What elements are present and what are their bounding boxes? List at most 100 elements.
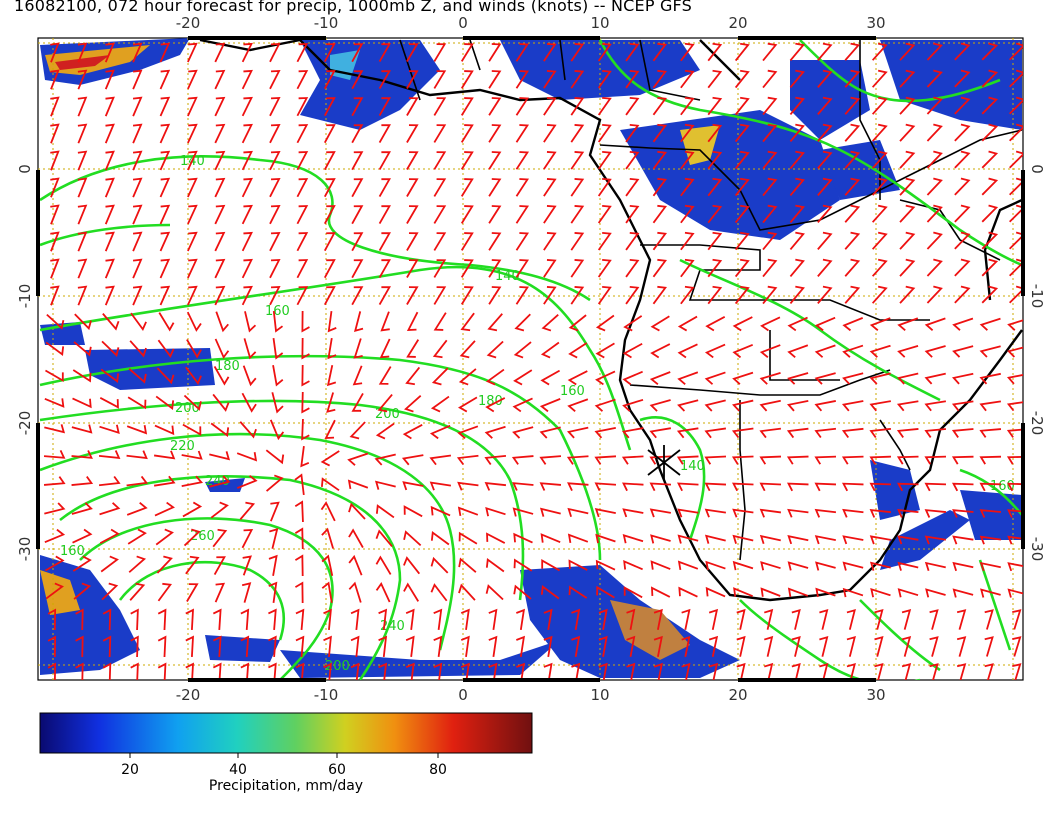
wind-barb: [652, 96, 667, 116]
wind-barb: [323, 635, 332, 658]
wind-barb: [239, 421, 257, 439]
wind-barb: [681, 662, 691, 680]
wind-barb: [819, 635, 829, 657]
wind-barb: [899, 150, 916, 169]
wind-barb: [185, 555, 200, 575]
wind-barb: [594, 455, 617, 465]
svg-text:220: 220: [170, 439, 195, 454]
wind-barb: [979, 535, 1002, 545]
wind-barb: [75, 608, 84, 631]
wind-barb: [791, 662, 801, 680]
wind-barb: [896, 428, 919, 438]
wind-barb: [568, 314, 587, 332]
wind-barb: [351, 286, 364, 306]
wind-barb: [762, 258, 778, 278]
wind-barb: [871, 42, 888, 61]
wind-barb: [159, 150, 171, 171]
wind-barb: [294, 527, 304, 550]
wind-barb: [625, 123, 640, 143]
wind-barb: [789, 231, 805, 251]
wind-barb: [433, 178, 447, 197]
wind-barb: [185, 608, 194, 631]
wind-barb: [844, 258, 861, 277]
wind-barb: [731, 427, 754, 439]
wind-barb: [844, 150, 861, 169]
wind-barb: [1006, 372, 1023, 385]
wind-barb: [98, 450, 121, 459]
wind-barb: [353, 311, 364, 332]
wind-barb: [433, 259, 447, 278]
wind-barb: [981, 69, 999, 88]
svg-text:-20: -20: [176, 14, 201, 32]
svg-text:160: 160: [990, 479, 1015, 494]
wind-barb: [213, 556, 226, 576]
colorbar-tick: 20: [121, 762, 139, 778]
wind-barb: [269, 231, 281, 252]
wind-barb: [515, 259, 530, 278]
wind-barb: [349, 421, 366, 440]
wind-barb: [952, 535, 974, 545]
wind-barb: [320, 477, 340, 492]
wind-barb: [979, 482, 1002, 492]
wind-barb: [301, 391, 310, 414]
wind-barb: [348, 554, 363, 576]
wind-barb: [187, 204, 198, 225]
wind-barb: [570, 124, 585, 143]
wind-barb: [104, 204, 115, 225]
wind-barb: [77, 204, 88, 225]
wind-barb: [99, 528, 120, 544]
wind-barb: [704, 371, 726, 385]
wind-barb: [432, 339, 448, 359]
wind-barb: [430, 556, 449, 574]
wind-barb: [430, 395, 450, 413]
country-borders: [399, 39, 1023, 561]
wind-barb: [269, 258, 281, 279]
wind-barb: [677, 371, 699, 385]
wind-barb: [458, 557, 477, 573]
wind-barb: [594, 398, 616, 412]
wind-barb: [128, 555, 147, 573]
wind-barb: [787, 508, 809, 518]
wind-barb: [571, 635, 581, 657]
frame-edge-ticks: [36, 36, 1025, 682]
wind-barb: [707, 69, 723, 89]
wind-barb: [488, 232, 502, 251]
wind-barb: [488, 205, 502, 224]
wind-barb: [210, 422, 230, 438]
wind-barb: [734, 285, 750, 305]
wind-barb: [183, 394, 202, 411]
svg-text:240: 240: [380, 619, 405, 634]
wind-barb: [433, 70, 447, 89]
wind-barb: [72, 528, 93, 544]
wind-barb: [954, 96, 971, 115]
wind-barb: [1009, 231, 1023, 250]
wind-barb: [653, 662, 663, 680]
wind-barb: [924, 428, 947, 438]
svg-text:-10: -10: [314, 686, 339, 704]
wind-barb: [650, 343, 671, 359]
wind-barb: [625, 231, 640, 251]
wind-barb: [621, 455, 644, 465]
wind-barb: [77, 96, 88, 117]
wind-barb: [457, 481, 479, 491]
svg-text:140: 140: [680, 459, 705, 474]
wind-barb: [294, 554, 304, 577]
wind-barb: [704, 399, 726, 412]
wind-barb: [926, 96, 943, 115]
wind-barb: [734, 204, 750, 224]
wind-barb: [543, 259, 557, 278]
svg-text:160: 160: [265, 304, 290, 319]
wind-barb: [732, 534, 754, 544]
wind-barb: [488, 178, 502, 197]
wind-barb: [926, 204, 943, 223]
wind-barb: [240, 635, 250, 658]
wind-barb: [99, 502, 121, 516]
wind-barb: [869, 372, 891, 385]
wind-barb: [652, 123, 667, 143]
wind-barb: [539, 507, 561, 517]
wind-barb: [1009, 150, 1023, 169]
wind-barb: [157, 339, 175, 359]
wind-barb: [984, 636, 994, 657]
wind-barb: [513, 369, 533, 386]
wind-barbs: [43, 42, 1023, 680]
